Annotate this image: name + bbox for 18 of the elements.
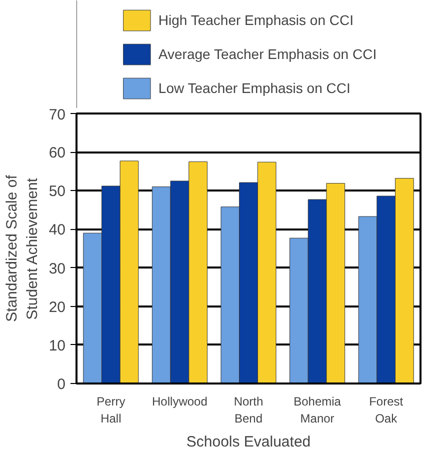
x-axis-title: Schools Evaluated — [186, 433, 311, 450]
y-tick-label: 20 — [48, 298, 66, 316]
x-tick-label: Forest Oak — [369, 394, 404, 426]
y-tick-label: 50 — [48, 183, 66, 200]
x-tick-label: Hollywood — [152, 394, 208, 408]
y-tick-label: 60 — [48, 144, 66, 162]
y-axis-title: Standardized Scale of Student Achievement — [3, 174, 41, 322]
y-tick-label: 10 — [48, 337, 66, 354]
x-tick-label: Bohemia Manor — [294, 394, 342, 426]
x-tick-label: Perry Hall — [96, 394, 126, 426]
y-tick-label: 30 — [48, 260, 66, 278]
y-tick-label: 0 — [57, 376, 66, 393]
legend-label: High Teacher Emphasis on CCI — [158, 12, 354, 28]
legend-label: Average Teacher Emphasis on CCI — [158, 46, 377, 62]
y-tick-label: 70 — [48, 106, 66, 124]
y-tick-label: 40 — [48, 222, 66, 239]
legend-label: Low Teacher Emphasis on CCI — [158, 80, 350, 96]
x-tick-label: North Bend — [234, 394, 264, 426]
